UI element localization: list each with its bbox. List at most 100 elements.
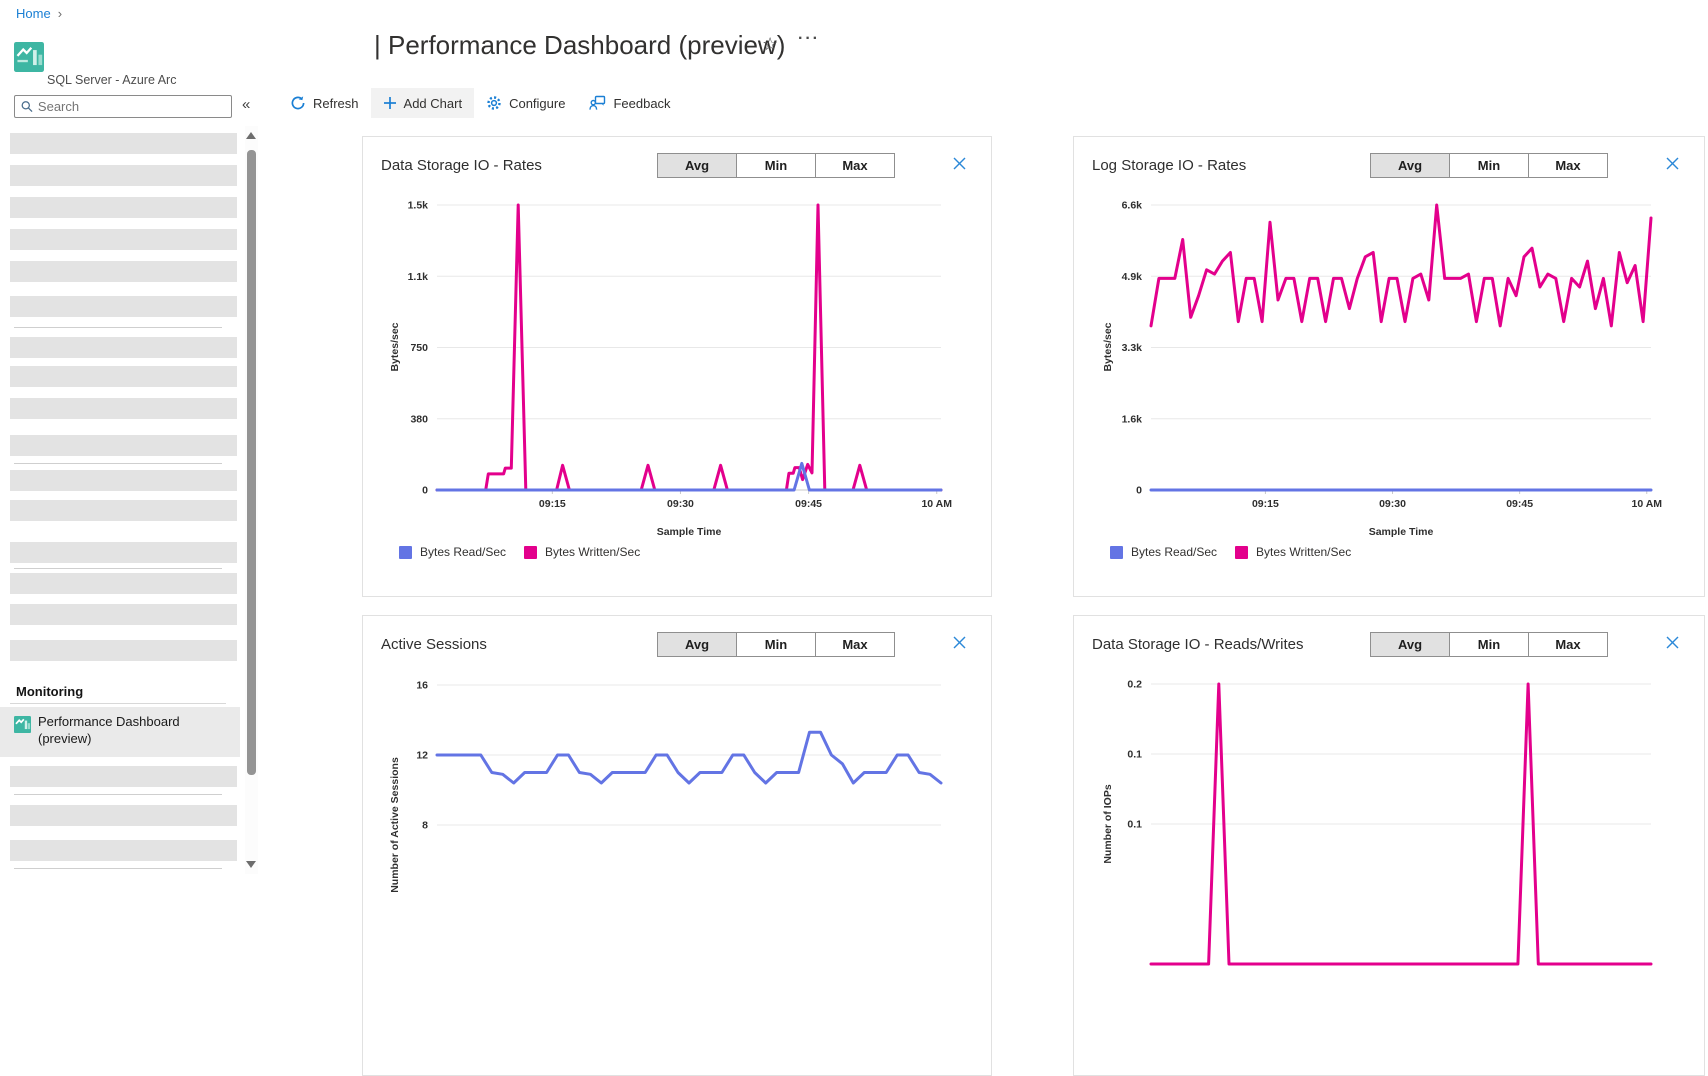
legend-item: Bytes Read/Sec bbox=[399, 545, 506, 559]
sidebar-search[interactable] bbox=[14, 95, 232, 118]
svg-text:10 AM: 10 AM bbox=[921, 498, 952, 510]
chart-legend: Bytes Read/Sec Bytes Written/Sec bbox=[1110, 545, 1351, 559]
skeleton-placeholder bbox=[10, 640, 237, 661]
scroll-up-icon[interactable] bbox=[246, 132, 256, 139]
close-icon[interactable] bbox=[1665, 635, 1680, 650]
skeleton-placeholder bbox=[10, 261, 237, 282]
close-icon[interactable] bbox=[952, 635, 967, 650]
sidebar-collapse-button[interactable]: « bbox=[242, 96, 251, 113]
svg-text:09:15: 09:15 bbox=[539, 498, 566, 510]
max-button[interactable]: Max bbox=[1528, 632, 1608, 657]
min-button[interactable]: Min bbox=[736, 153, 816, 178]
max-button[interactable]: Max bbox=[815, 153, 895, 178]
svg-text:3.3k: 3.3k bbox=[1122, 342, 1143, 354]
legend-swatch-blue bbox=[399, 545, 412, 559]
chart-canvas: 6.6k 4.9k 3.3k 1.6k 0 09:15 09:30 09:45 10 AM bbox=[1122, 200, 1663, 511]
min-button[interactable]: Min bbox=[736, 632, 816, 657]
skeleton-placeholder bbox=[10, 470, 237, 491]
legend-item: Bytes Read/Sec bbox=[1110, 545, 1217, 559]
svg-text:0.1: 0.1 bbox=[1127, 819, 1142, 831]
plus-icon bbox=[383, 97, 396, 109]
sidebar-scrollbar[interactable] bbox=[245, 126, 258, 874]
chart-card-log-storage-io-rates: Log Storage IO - Rates Avg Min Max Bytes… bbox=[1073, 136, 1705, 597]
svg-text:1.6k: 1.6k bbox=[1122, 413, 1143, 425]
aggregation-toggle: Avg Min Max bbox=[1370, 632, 1608, 657]
divider bbox=[14, 463, 222, 464]
divider bbox=[14, 327, 222, 328]
svg-text:750: 750 bbox=[410, 342, 428, 354]
skeleton-placeholder bbox=[10, 604, 237, 625]
legend-item: Bytes Written/Sec bbox=[1235, 545, 1351, 559]
configure-button[interactable]: Configure bbox=[474, 88, 577, 118]
avg-button[interactable]: Avg bbox=[657, 153, 737, 178]
scroll-down-icon[interactable] bbox=[246, 861, 256, 868]
chart-card-active-sessions: Active Sessions Avg Min Max Number of Ac… bbox=[362, 615, 992, 1076]
skeleton-placeholder bbox=[10, 542, 237, 563]
refresh-icon bbox=[291, 96, 305, 110]
avg-button[interactable]: Avg bbox=[1370, 153, 1450, 178]
chart-title: Active Sessions bbox=[381, 636, 487, 653]
favorite-star-icon[interactable]: ☆ bbox=[762, 34, 779, 54]
svg-text:380: 380 bbox=[410, 413, 428, 425]
chart-title: Log Storage IO - Rates bbox=[1092, 157, 1247, 174]
legend-label: Bytes Read/Sec bbox=[420, 545, 507, 559]
add-chart-label: Add Chart bbox=[403, 95, 463, 111]
svg-text:10 AM: 10 AM bbox=[1631, 498, 1662, 510]
chart-title: Data Storage IO - Rates bbox=[381, 157, 542, 174]
x-axis-title: Sample Time bbox=[1368, 526, 1434, 538]
refresh-button[interactable]: Refresh bbox=[278, 88, 371, 118]
skeleton-placeholder bbox=[10, 133, 237, 154]
sidebar-section-monitoring: Monitoring bbox=[16, 684, 84, 699]
skeleton-placeholder bbox=[10, 766, 237, 787]
divider bbox=[10, 703, 226, 704]
skeleton-placeholder bbox=[10, 805, 237, 826]
skeleton-placeholder bbox=[10, 337, 237, 358]
performance-dashboard-icon bbox=[14, 716, 31, 733]
svg-text:1.5k: 1.5k bbox=[408, 200, 429, 212]
sidebar-item-performance-dashboard[interactable]: Performance Dashboard (preview) bbox=[0, 707, 240, 757]
breadcrumb: Home › bbox=[16, 6, 62, 21]
svg-text:1.1k: 1.1k bbox=[408, 271, 429, 283]
avg-button[interactable]: Avg bbox=[1370, 632, 1450, 657]
skeleton-placeholder bbox=[10, 197, 237, 218]
avg-button[interactable]: Avg bbox=[657, 632, 737, 657]
chart-canvas: 0.2 0.1 0.1 bbox=[1127, 679, 1653, 966]
svg-text:0.1: 0.1 bbox=[1127, 749, 1142, 761]
skeleton-placeholder bbox=[10, 165, 237, 186]
breadcrumb-chevron-icon: › bbox=[57, 6, 63, 21]
breadcrumb-home-link[interactable]: Home bbox=[16, 6, 51, 21]
scrollbar-thumb[interactable] bbox=[247, 150, 256, 775]
max-button[interactable]: Max bbox=[1528, 153, 1608, 178]
close-icon[interactable] bbox=[952, 156, 967, 171]
x-axis-title: Sample Time bbox=[656, 526, 722, 538]
min-button[interactable]: Min bbox=[1449, 153, 1529, 178]
close-icon[interactable] bbox=[1665, 156, 1680, 171]
more-options-icon[interactable]: ··· bbox=[798, 30, 820, 47]
max-button[interactable]: Max bbox=[815, 632, 895, 657]
legend-label: Bytes Written/Sec bbox=[1256, 545, 1352, 559]
svg-text:16: 16 bbox=[416, 680, 428, 692]
min-button[interactable]: Min bbox=[1449, 632, 1529, 657]
skeleton-placeholder bbox=[10, 840, 237, 861]
add-chart-button[interactable]: Add Chart bbox=[370, 88, 475, 118]
chart-card-data-storage-io-rates: Data Storage IO - Rates Avg Min Max Byte… bbox=[362, 136, 992, 597]
svg-text:0: 0 bbox=[1136, 485, 1142, 497]
svg-text:12: 12 bbox=[416, 750, 428, 762]
svg-text:09:30: 09:30 bbox=[667, 498, 694, 510]
svg-text:8: 8 bbox=[422, 820, 428, 832]
sidebar-item-label: Performance Dashboard (preview) bbox=[38, 714, 180, 746]
chart-canvas: 1.5k 1.1k 750 380 0 09:15 09:30 09:45 10 AM bbox=[408, 200, 953, 511]
feedback-button[interactable]: Feedback bbox=[577, 88, 682, 118]
skeleton-placeholder bbox=[10, 366, 237, 387]
skeleton-placeholder bbox=[10, 398, 237, 419]
aggregation-toggle: Avg Min Max bbox=[1370, 153, 1608, 178]
aggregation-toggle: Avg Min Max bbox=[657, 153, 895, 178]
legend-swatch-magenta bbox=[1235, 545, 1249, 559]
page-title: | Performance Dashboard (preview) bbox=[374, 30, 786, 60]
svg-text:09:45: 09:45 bbox=[795, 498, 822, 510]
svg-text:09:30: 09:30 bbox=[1379, 498, 1406, 510]
legend-label: Bytes Written/Sec bbox=[545, 545, 641, 559]
svg-text:09:15: 09:15 bbox=[1252, 498, 1279, 510]
search-input[interactable] bbox=[37, 99, 225, 114]
resource-label: SQL Server - Azure Arc bbox=[47, 73, 177, 87]
